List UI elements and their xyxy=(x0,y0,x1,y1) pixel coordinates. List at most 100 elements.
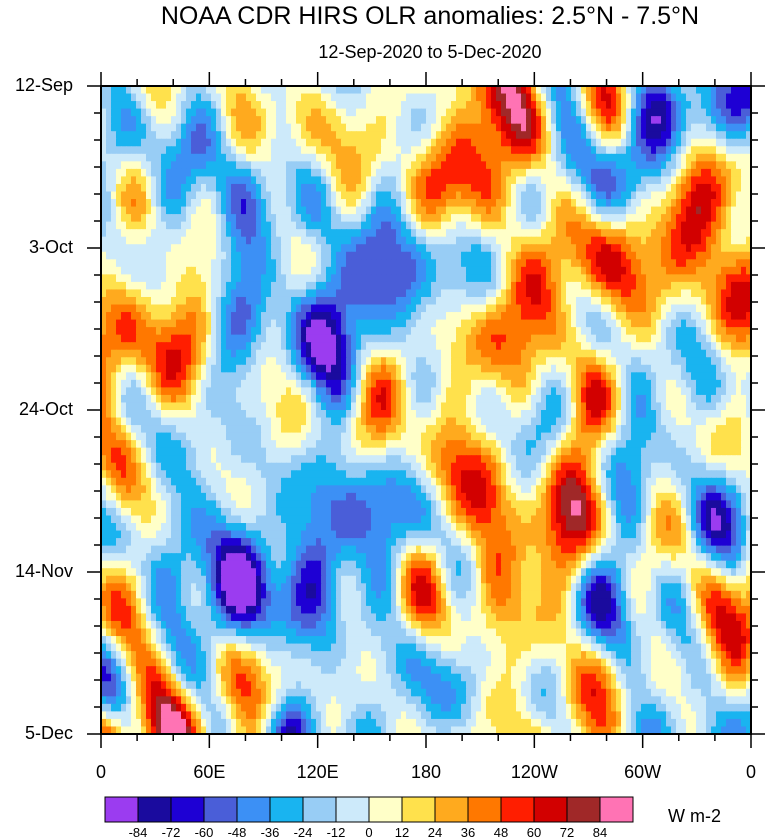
heat-cell xyxy=(646,123,652,132)
heat-cell xyxy=(446,266,452,275)
heat-cell xyxy=(201,259,207,268)
heat-cell xyxy=(256,364,262,373)
heat-cell xyxy=(581,274,587,283)
heat-cell xyxy=(316,357,322,366)
heat-cell xyxy=(491,349,497,358)
heat-cell xyxy=(671,304,677,313)
heat-cell xyxy=(261,364,267,373)
heat-cell xyxy=(296,244,302,253)
heat-cell xyxy=(496,199,502,208)
heat-cell xyxy=(351,116,357,125)
heat-cell xyxy=(531,138,537,147)
heat-cell xyxy=(431,327,437,336)
heat-cell xyxy=(266,312,272,321)
heat-cell xyxy=(646,146,652,155)
heat-cell xyxy=(576,183,582,193)
heat-cell xyxy=(216,86,222,95)
heat-cell xyxy=(441,138,447,147)
heat-cell xyxy=(661,364,667,373)
heat-cell xyxy=(441,199,447,208)
heat-cell xyxy=(716,161,722,170)
heat-cell xyxy=(156,296,162,306)
heat-cell xyxy=(456,274,462,283)
heat-cell xyxy=(111,244,117,253)
heat-cell xyxy=(361,266,367,275)
heat-cell xyxy=(671,146,677,155)
heat-cell xyxy=(516,327,522,336)
heat-cell xyxy=(186,229,192,238)
heat-cell xyxy=(646,289,652,298)
heat-cell xyxy=(271,319,277,328)
heat-cell xyxy=(486,319,492,328)
heat-cell xyxy=(506,146,512,155)
heat-cell xyxy=(566,319,572,328)
heat-cell xyxy=(416,319,422,328)
heat-cell xyxy=(536,161,542,170)
heat-cell xyxy=(271,312,277,321)
heat-cell xyxy=(736,153,742,162)
heat-cell xyxy=(436,183,442,193)
heat-cell xyxy=(486,161,492,170)
heat-cell xyxy=(341,296,347,306)
heat-cell xyxy=(746,214,751,223)
heat-cell xyxy=(116,199,122,208)
heat-cell xyxy=(196,319,202,328)
heat-cell xyxy=(296,168,302,178)
heat-cell xyxy=(371,123,377,132)
heat-cell xyxy=(706,259,712,268)
heat-cell xyxy=(421,214,427,223)
heat-cell xyxy=(531,364,537,373)
heat-cell xyxy=(456,244,462,253)
heat-cell xyxy=(551,357,557,366)
heat-cell xyxy=(101,131,107,140)
heat-cell xyxy=(616,206,622,215)
heat-cell xyxy=(491,93,497,102)
heat-cell xyxy=(101,244,107,253)
heat-cell xyxy=(706,146,712,155)
heat-cell xyxy=(306,266,312,275)
heat-cell xyxy=(531,236,537,245)
heat-cell xyxy=(461,274,467,283)
heat-cell xyxy=(401,251,407,260)
heat-cell xyxy=(136,153,142,162)
heat-cell xyxy=(246,349,252,358)
heat-cell xyxy=(651,183,657,193)
heat-cell xyxy=(686,183,692,193)
heat-cell xyxy=(656,199,662,208)
heat-cell xyxy=(646,251,652,260)
heat-cell xyxy=(426,327,432,336)
heat-cell xyxy=(191,334,197,343)
heat-cell xyxy=(301,312,307,321)
heat-cell xyxy=(441,319,447,328)
heat-cell xyxy=(406,191,412,200)
heat-cell xyxy=(401,93,407,102)
heat-cell xyxy=(346,259,352,268)
heat-cell xyxy=(556,214,562,223)
heat-cell xyxy=(236,274,242,283)
heat-cell xyxy=(191,138,197,147)
heat-cell xyxy=(271,123,277,132)
heat-cell xyxy=(621,229,627,238)
heat-cell xyxy=(626,312,632,321)
heat-cell xyxy=(721,327,727,336)
heat-cell xyxy=(321,214,327,223)
heat-cell xyxy=(681,327,687,336)
heat-cell xyxy=(711,138,717,147)
heat-cell xyxy=(611,176,617,185)
heat-cell xyxy=(361,86,367,95)
heat-cell xyxy=(656,146,662,155)
heat-cell xyxy=(226,236,232,245)
heat-cell xyxy=(276,138,282,147)
heat-cell xyxy=(511,266,517,275)
heat-cell xyxy=(356,289,362,298)
heat-cell xyxy=(266,281,272,291)
heat-cell xyxy=(391,123,397,132)
heat-cell xyxy=(301,372,307,381)
heat-cell xyxy=(286,236,292,245)
heat-cell xyxy=(711,274,717,283)
heat-cell xyxy=(536,266,542,275)
heat-cell xyxy=(631,101,637,110)
heat-cell xyxy=(626,191,632,200)
heat-cell xyxy=(311,342,317,351)
heat-cell xyxy=(131,372,137,381)
